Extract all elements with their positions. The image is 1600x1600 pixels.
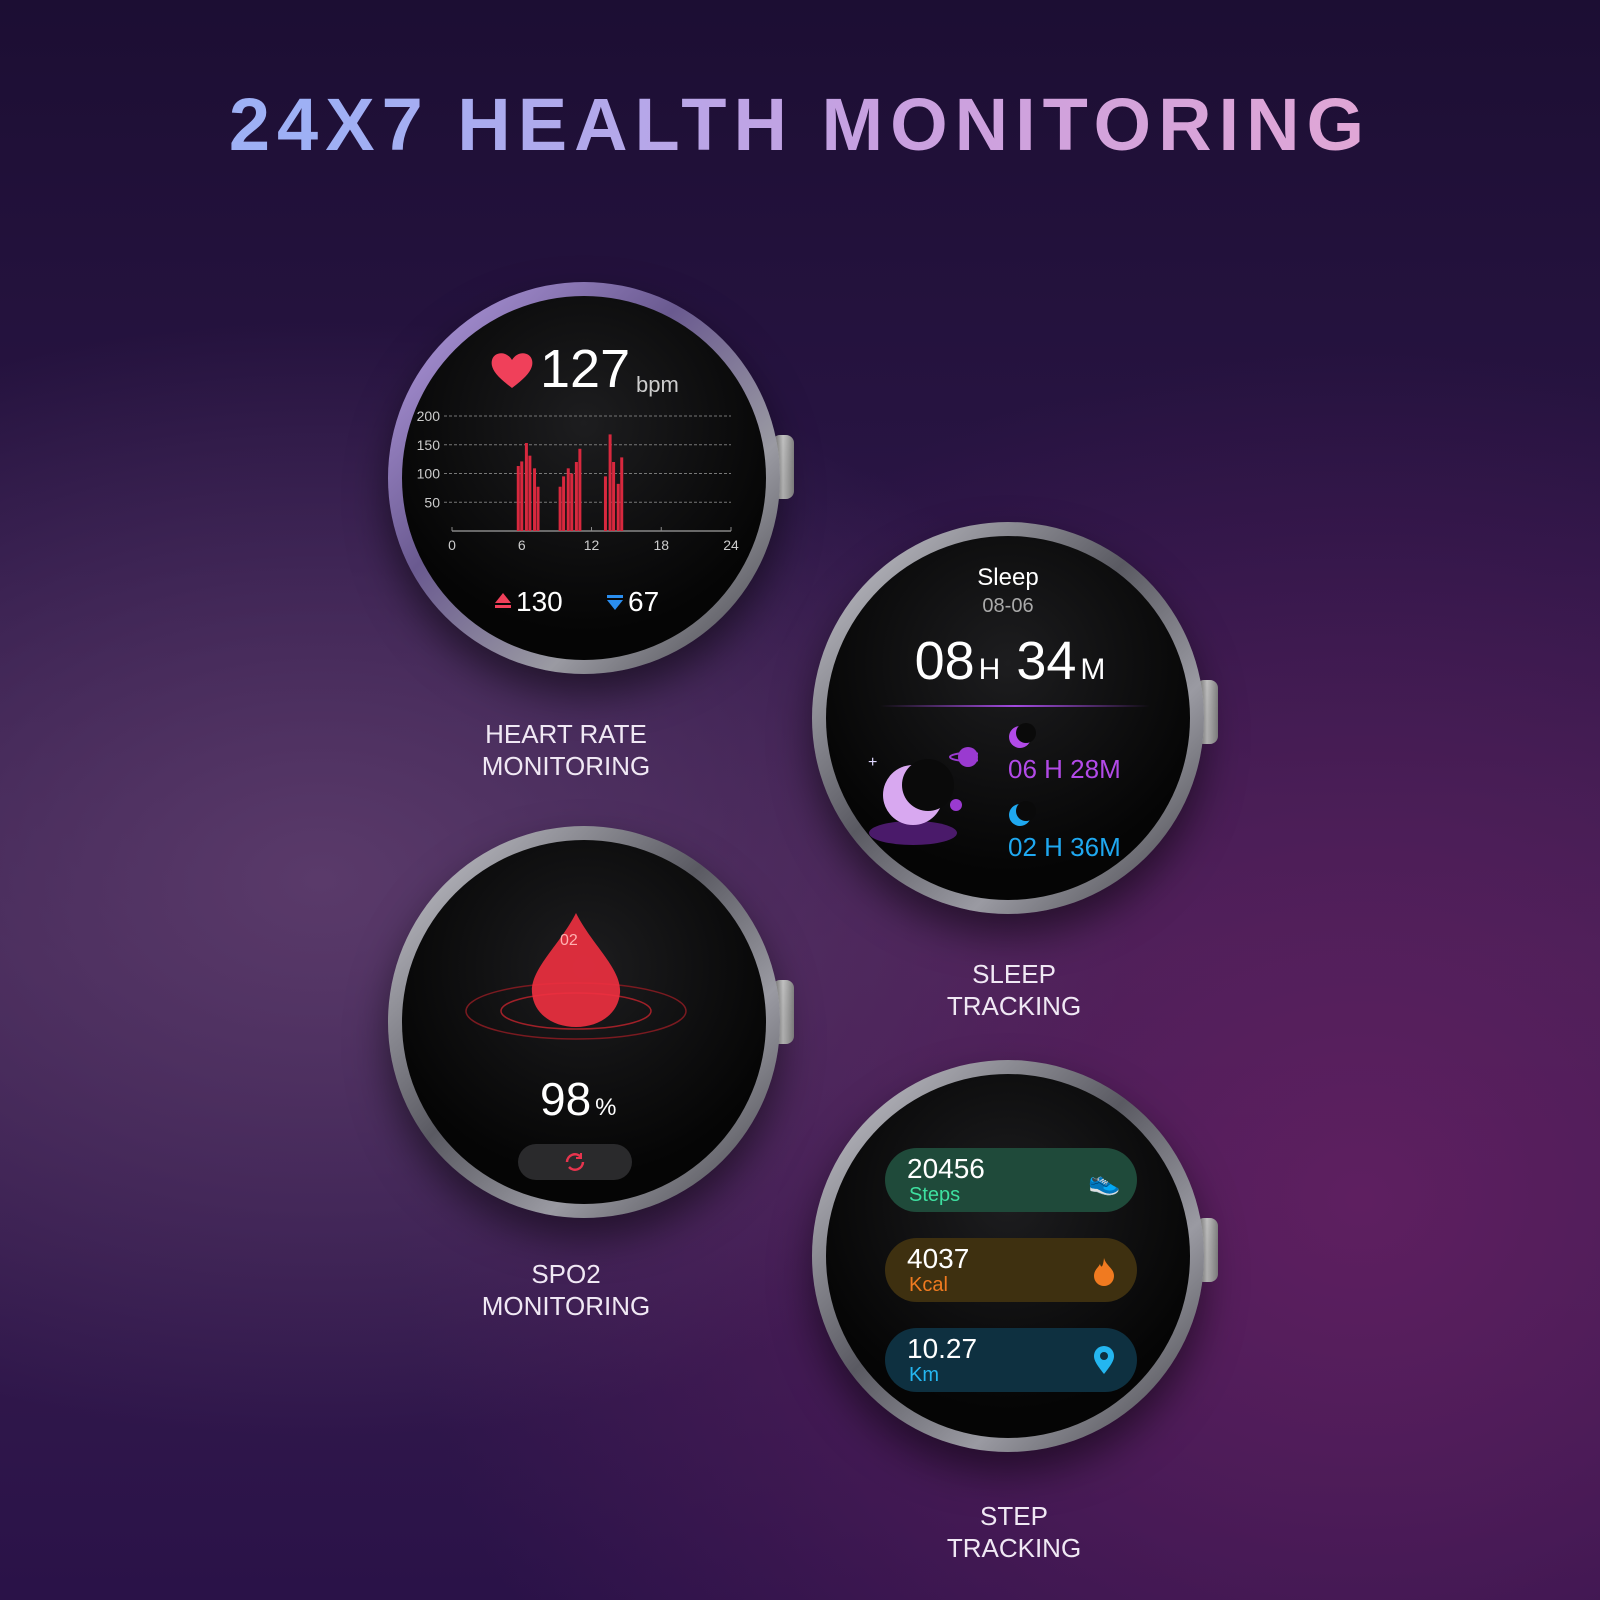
min-arrow-icon bbox=[607, 595, 623, 610]
unit-m: M bbox=[1099, 754, 1121, 784]
heart-rate-value: 127 bbox=[540, 339, 631, 399]
heart-rate-watch bbox=[388, 282, 780, 674]
bar bbox=[536, 486, 540, 531]
light-sleep: 02 H 36M bbox=[1008, 832, 1121, 863]
shoe-icon: 👟 bbox=[1088, 1166, 1121, 1196]
bar bbox=[608, 434, 612, 531]
light-m: 36 bbox=[1070, 832, 1100, 862]
unit-h: H bbox=[978, 653, 1001, 686]
steps-label: Steps bbox=[909, 1184, 961, 1206]
location-pin-icon bbox=[1094, 1346, 1114, 1374]
spo2-unit: % bbox=[595, 1094, 617, 1121]
bar bbox=[566, 468, 570, 531]
y-tick-label: 200 bbox=[417, 408, 441, 424]
steps-card bbox=[885, 1148, 1137, 1212]
heart-rate-min: 67 bbox=[628, 586, 660, 617]
svg-text:+: + bbox=[868, 754, 877, 771]
y-tick-label: 150 bbox=[417, 437, 441, 453]
divider bbox=[880, 705, 1150, 707]
spo2-reading: 98% bbox=[540, 1072, 617, 1126]
y-tick-label: 50 bbox=[424, 494, 440, 510]
max-arrow-icon bbox=[495, 593, 511, 608]
steps-value: 20456 bbox=[907, 1153, 985, 1184]
deep-h: 06 bbox=[1008, 754, 1037, 784]
bar bbox=[562, 476, 566, 531]
distance-value: 10.27 bbox=[907, 1333, 978, 1364]
kcal-value: 4037 bbox=[907, 1243, 970, 1274]
bar bbox=[533, 468, 537, 531]
bar bbox=[616, 483, 620, 531]
bar bbox=[516, 466, 520, 531]
bar bbox=[570, 473, 574, 531]
x-tick-label: 6 bbox=[518, 537, 526, 553]
bar bbox=[524, 443, 528, 531]
spo2-caption: SPO2 MONITORING bbox=[436, 1258, 696, 1322]
caption-line: MONITORING bbox=[481, 751, 651, 781]
moon-planet-illustration: + bbox=[868, 747, 978, 845]
blood-drop-icon bbox=[465, 913, 687, 1040]
sleep-total: 08 H 34 M bbox=[900, 630, 1120, 692]
x-tick-label: 0 bbox=[448, 537, 456, 553]
light-h: 02 bbox=[1008, 832, 1037, 862]
bar bbox=[520, 461, 524, 531]
sleep-hours: 08 bbox=[914, 631, 975, 691]
heart-caption: HEART RATE MONITORING bbox=[436, 718, 696, 782]
unit-h: H bbox=[1044, 832, 1063, 862]
heart-icon bbox=[491, 353, 533, 388]
heart-rate-chart: 200 150 100 50 0 6 12 18 24 bbox=[417, 408, 739, 553]
bar bbox=[574, 462, 578, 531]
x-tick-label: 12 bbox=[584, 537, 600, 553]
bar bbox=[620, 457, 624, 531]
sleep-title: Sleep bbox=[977, 564, 1039, 591]
caption-line: TRACKING bbox=[946, 991, 1082, 1021]
x-tick-label: 18 bbox=[653, 537, 669, 553]
heart-rate-max: 130 bbox=[516, 586, 563, 617]
caption-line: SLEEP bbox=[972, 959, 1056, 989]
page-title: 24X7 HEALTH MONITORING bbox=[0, 82, 1600, 167]
deep-sleep: 06 H 28M bbox=[1008, 754, 1121, 785]
sleep-caption: SLEEP TRACKING bbox=[884, 958, 1144, 1022]
caption-line: SPO2 bbox=[531, 1259, 601, 1289]
refresh-button[interactable] bbox=[518, 1144, 632, 1180]
unit-m: M bbox=[1080, 653, 1106, 686]
caption-line: TRACKING bbox=[946, 1533, 1082, 1563]
kcal-card bbox=[885, 1238, 1137, 1302]
light-sleep-moon-icon bbox=[1009, 801, 1036, 826]
bar bbox=[603, 476, 607, 531]
x-tick-label: 24 bbox=[723, 537, 739, 553]
sleep-minutes: 34 bbox=[1016, 631, 1077, 691]
unit-h: H bbox=[1044, 754, 1063, 784]
bar bbox=[558, 486, 562, 531]
steps-caption: STEP TRACKING bbox=[884, 1500, 1144, 1564]
distance-label: Km bbox=[909, 1364, 939, 1386]
sleep-date: 08-06 bbox=[982, 595, 1034, 617]
bar bbox=[528, 455, 532, 531]
deep-sleep-moon-icon bbox=[1009, 723, 1036, 748]
unit-m: M bbox=[1099, 832, 1121, 862]
caption-line: MONITORING bbox=[481, 1291, 651, 1321]
y-tick-label: 100 bbox=[417, 466, 441, 482]
flame-icon bbox=[1094, 1258, 1114, 1286]
bar bbox=[578, 448, 582, 531]
bar bbox=[612, 462, 616, 531]
caption-line: HEART RATE bbox=[485, 719, 647, 749]
heart-rate-unit: bpm bbox=[636, 372, 679, 397]
refresh-icon bbox=[565, 1153, 585, 1171]
deep-m: 28 bbox=[1070, 754, 1100, 784]
spo2-value: 98 bbox=[540, 1073, 592, 1125]
caption-line: STEP bbox=[980, 1501, 1048, 1531]
kcal-label: Kcal bbox=[909, 1274, 948, 1296]
drop-label: 02 bbox=[560, 932, 578, 949]
